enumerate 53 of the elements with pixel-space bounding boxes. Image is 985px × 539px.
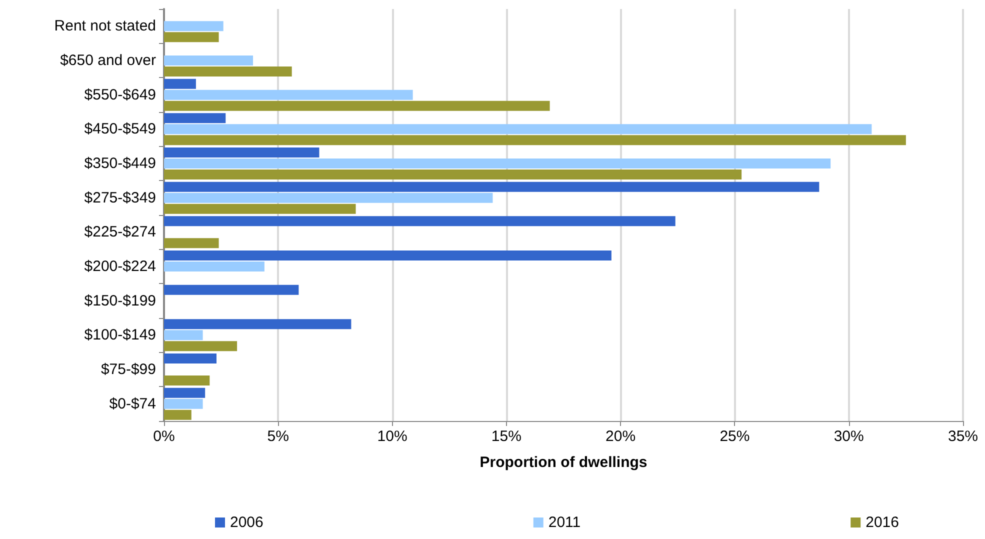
y-tick-label: $200-$224: [84, 258, 156, 275]
bar: [164, 330, 203, 340]
bar: [164, 32, 219, 42]
bar: [164, 204, 356, 214]
bar: [164, 250, 612, 260]
x-tick-label: 10%: [377, 428, 408, 445]
bar: [164, 21, 224, 32]
bar: [164, 216, 676, 226]
x-tick-label: 15%: [491, 428, 522, 445]
bar: [164, 66, 292, 76]
x-tick-label: 35%: [948, 428, 978, 445]
y-tick-label: $450-$549: [84, 120, 156, 138]
y-tick-label: $350-$449: [84, 155, 156, 172]
y-tick-label: Rent not stated: [54, 18, 156, 35]
y-tick-label: $275-$349: [84, 189, 156, 206]
y-tick-label: $650 and over: [60, 52, 156, 69]
legend-label: 2006: [230, 514, 264, 531]
bar: [164, 124, 872, 134]
bar: [164, 113, 226, 124]
x-tick-label: 5%: [267, 428, 289, 445]
bar: [164, 90, 413, 100]
bar: [164, 148, 320, 158]
bar: [164, 341, 238, 352]
y-tick-label: $100-$149: [84, 326, 156, 344]
bar: [164, 158, 831, 168]
bar: [164, 192, 493, 203]
bar: [164, 354, 217, 364]
legend-label: 2016: [866, 514, 899, 531]
x-tick-label: 20%: [606, 428, 636, 445]
y-tick-label: $150-$199: [84, 292, 156, 310]
legend-label: 2011: [548, 514, 581, 531]
bar: [164, 100, 550, 111]
bar: [164, 238, 219, 248]
y-tick-label: $225-$274: [84, 224, 156, 241]
bar: [164, 78, 196, 89]
bar: [164, 56, 254, 66]
bar: [164, 135, 906, 146]
bar: [164, 410, 192, 420]
y-tick-label: $75-$99: [100, 361, 156, 378]
x-axis-title: Proportion of dwellings: [480, 454, 648, 471]
bar: [164, 319, 352, 330]
bar: [164, 376, 210, 386]
bar: [164, 284, 299, 295]
x-tick-label: 0%: [153, 428, 175, 445]
x-tick-label: 30%: [834, 428, 864, 445]
bar: [164, 262, 264, 272]
y-tick-label: $0-$74: [109, 395, 156, 412]
bar: [164, 398, 203, 409]
bar: [164, 388, 206, 398]
y-tick-label: $550-$649: [84, 86, 156, 104]
bar: [164, 182, 820, 192]
x-tick-label: 25%: [720, 428, 750, 445]
bar: [164, 170, 742, 180]
